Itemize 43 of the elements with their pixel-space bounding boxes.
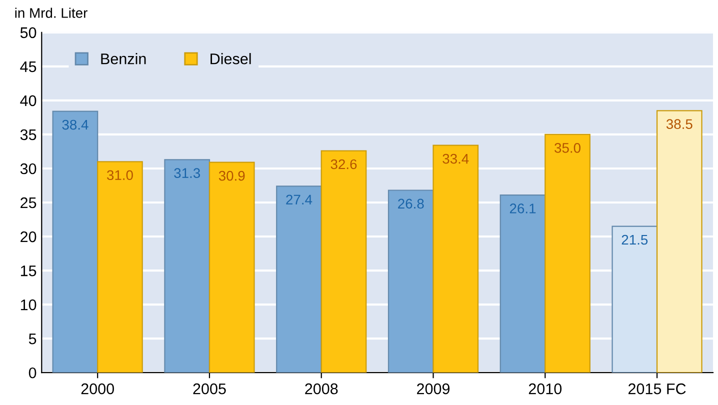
- data-label: 38.5: [666, 119, 692, 130]
- y-tick-label: 45: [20, 61, 36, 72]
- data-label: 35.0: [554, 142, 580, 153]
- y-tick-label: 0: [28, 367, 36, 378]
- x-tick-label: 2008: [305, 383, 338, 394]
- x-tick-label: 2010: [528, 383, 562, 394]
- legend-label: Benzin: [101, 53, 146, 64]
- bar: [656, 110, 702, 373]
- data-label: 38.4: [62, 120, 88, 130]
- data-label: 33.4: [442, 154, 469, 164]
- x-tick-label: 2000: [81, 383, 114, 394]
- x-tick-label: 2009: [417, 383, 450, 394]
- y-tick-label: 20: [20, 231, 36, 242]
- bar: [388, 190, 434, 373]
- bar: [97, 161, 143, 373]
- y-tick-label: 25: [20, 197, 36, 208]
- y-tick-label: 35: [20, 129, 36, 140]
- bar: [52, 110, 98, 373]
- bar: [276, 186, 322, 373]
- x-tick-label: 2005: [193, 383, 226, 394]
- y-tick-label: 30: [20, 163, 36, 174]
- data-label: 31.3: [174, 168, 200, 178]
- data-label: 26.8: [398, 198, 424, 209]
- bar: [208, 162, 255, 373]
- data-label: 27.4: [286, 194, 312, 204]
- y-tick-label: 40: [20, 95, 36, 106]
- bar: [164, 159, 210, 373]
- y-tick-label: 50: [20, 27, 36, 38]
- data-label: 21.5: [622, 234, 648, 245]
- data-label: 30.9: [218, 170, 245, 181]
- legend-label: Diesel: [210, 53, 251, 64]
- data-label: 26.1: [510, 204, 536, 214]
- bar: [320, 150, 367, 373]
- bar: [500, 194, 546, 373]
- y-tick-label: 5: [28, 334, 36, 344]
- data-label: 32.6: [330, 159, 357, 170]
- y-tick-label: 10: [20, 299, 36, 310]
- x-tick-label: 2015 FC: [628, 383, 686, 394]
- bar: [544, 134, 590, 373]
- y-tick-label: 15: [20, 266, 36, 276]
- bar: [432, 144, 479, 373]
- data-label: 31.0: [106, 170, 133, 180]
- y-axis-title: in Mrd. Liter: [15, 8, 88, 18]
